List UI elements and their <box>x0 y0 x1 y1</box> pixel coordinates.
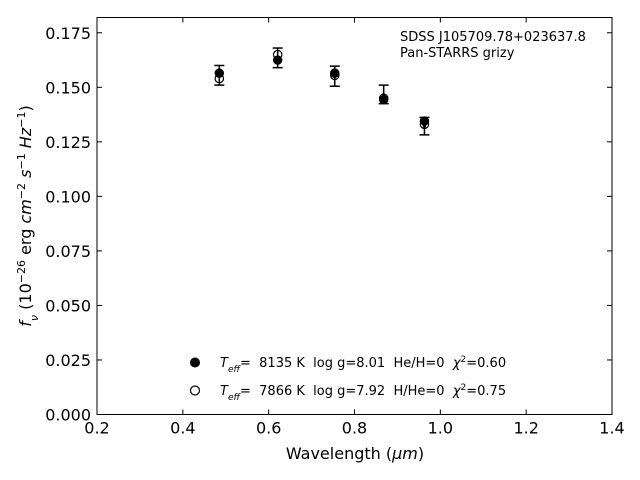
y-label-cm: cm <box>16 199 35 223</box>
legend-2-chi-value: =0.75 <box>466 384 506 399</box>
legend-2-teff-symbol: T <box>220 384 229 399</box>
legend-label-model-2: Teff= 7866 K log g=7.92 H/He=0 χ2=0.75 <box>220 383 506 403</box>
legend: Teff= 8135 K log g=8.01 He/H=0 χ2=0.60 T… <box>189 355 506 403</box>
y-label-erg: erg <box>16 224 35 260</box>
model-2-point <box>378 93 389 104</box>
y-label-nu: ν <box>28 315 41 321</box>
x-tick-label: 0.4 <box>170 419 195 438</box>
x-axis-label-suffix: ) <box>418 444 424 463</box>
y-axis-label: fν (10−26 erg cm−2 s−1 Hz−1) <box>15 105 41 326</box>
legend-1-teff-symbol: T <box>220 356 229 371</box>
y-label-open: (10 <box>16 283 35 315</box>
y-label-s-exp: −1 <box>15 153 28 169</box>
y-tick-label: 0.000 <box>45 406 91 425</box>
legend-1-chi-value: =0.60 <box>466 356 506 371</box>
x-tick-label: 0.6 <box>256 419 281 438</box>
y-tick-label: 0.100 <box>45 187 91 206</box>
plot-frame <box>96 17 613 415</box>
model-2-point <box>329 70 340 81</box>
y-tick-label: 0.025 <box>45 351 91 370</box>
legend-1-chi: χ <box>452 356 462 371</box>
legend-1-params: = 8135 K log g=8.01 He/H=0 <box>240 356 453 371</box>
legend-1-teff-sub: eff <box>228 365 242 375</box>
x-axis-label-prefix: Wavelength ( <box>286 444 392 463</box>
legend-1-chi-sup: 2 <box>461 355 467 365</box>
y-tick-label: 0.150 <box>45 78 91 97</box>
y-label-f: f <box>16 319 35 327</box>
x-tick-label: 0.8 <box>342 419 367 438</box>
y-label-cm-exp: −2 <box>15 183 28 199</box>
legend-2-chi-sup: 2 <box>461 383 467 393</box>
x-tick-label: 1.2 <box>513 419 538 438</box>
marks-layer <box>214 47 430 136</box>
x-axis-label-unit: μm <box>391 444 418 463</box>
legend-label-model-1: Teff= 8135 K log g=8.01 He/H=0 χ2=0.60 <box>220 355 506 375</box>
legend-2-params: = 7866 K log g=7.92 H/He=0 <box>240 384 453 399</box>
legend-marker-open <box>189 385 201 396</box>
y-label-s: s <box>16 170 35 178</box>
ticks-layer: 0.2 0.4 0.6 0.8 1.0 1.2 1.4 0.000 0.025 0.050 0.07… <box>45 17 625 438</box>
legend-2-chi: χ <box>452 384 462 399</box>
x-axis-label: Wavelength (μm) <box>286 444 424 463</box>
annotation-photometry: Pan-STARRS grizy <box>400 46 515 61</box>
model-1-point <box>419 116 430 126</box>
y-label-close: ) <box>16 105 35 111</box>
y-label-exp: −26 <box>15 260 28 283</box>
y-tick-label: 0.050 <box>45 296 91 315</box>
x-tick-label: 1.4 <box>599 419 624 438</box>
x-tick-label: 0.2 <box>84 419 109 438</box>
legend-2-teff-sub: eff <box>228 393 242 403</box>
y-tick-label: 0.125 <box>45 133 91 152</box>
y-tick-label: 0.175 <box>45 24 91 43</box>
model-2-point <box>272 49 283 60</box>
model-2-point <box>214 73 225 84</box>
legend-marker-filled <box>190 357 200 368</box>
y-tick-label: 0.075 <box>45 242 91 261</box>
y-label-hz: Hz <box>16 127 35 148</box>
model-2-point <box>419 119 430 130</box>
y-label-hz-exp: −1 <box>15 112 28 128</box>
x-tick-label: 1.0 <box>428 419 453 438</box>
annotation-object-name: SDSS J105709.78+023637.8 <box>400 30 586 45</box>
